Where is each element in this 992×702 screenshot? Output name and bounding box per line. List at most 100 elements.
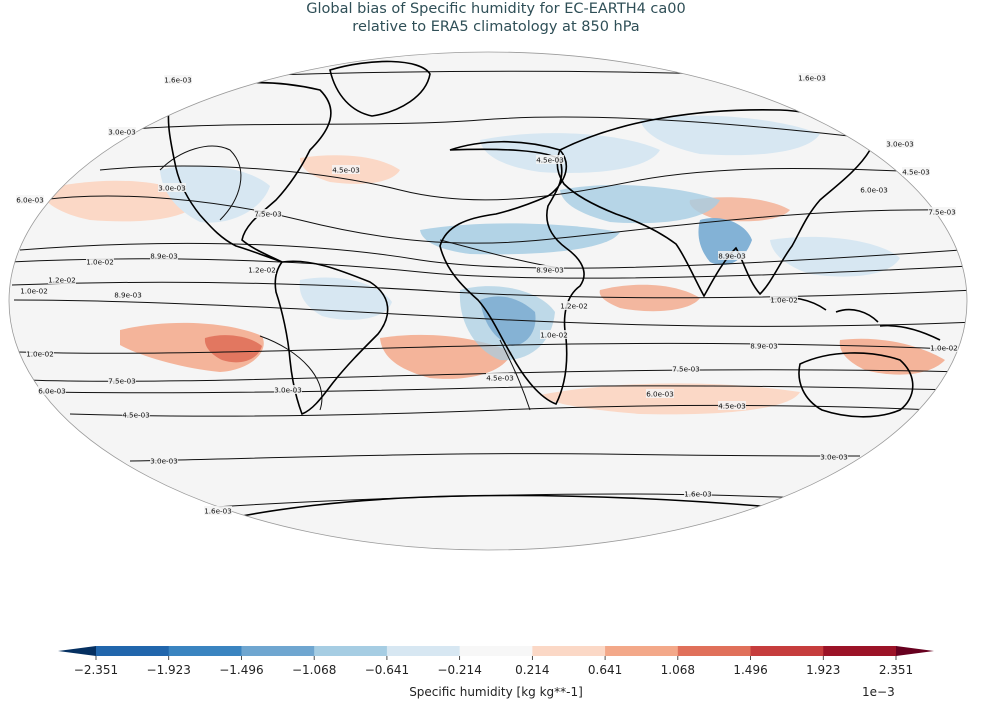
map-boundary <box>8 51 968 551</box>
contour-label: 8.9e-03 <box>114 291 142 300</box>
contour-label: 1.6e-03 <box>798 74 826 83</box>
colorbar-segment <box>168 646 242 656</box>
contour-line <box>69 405 936 417</box>
contour-label: 7.5e-03 <box>672 365 700 374</box>
contour-label-bg <box>646 389 674 398</box>
contour-label: 4.5e-03 <box>332 166 360 175</box>
bias-patch-africa-halo <box>459 286 555 361</box>
contour-label: 3.0e-03 <box>820 453 848 462</box>
contour-label-bg <box>798 73 826 82</box>
contour-label: 1.2e-02 <box>560 302 588 311</box>
contour-label-bg <box>254 209 282 218</box>
contour-label: 8.9e-03 <box>718 252 746 261</box>
colorbar-under-extend <box>58 646 96 656</box>
contour-line <box>119 116 901 143</box>
colorbar-tick-label: 2.351 <box>879 663 913 677</box>
contour-label-bg <box>108 127 136 136</box>
contour-label-bg <box>48 275 76 284</box>
colorbar-tick-label: 1.923 <box>806 663 840 677</box>
contour-line <box>13 299 967 327</box>
contour-label-bg <box>114 290 142 299</box>
contour-label-bg <box>248 265 276 274</box>
colorbar-segment <box>386 646 461 656</box>
contour-label: 4.5e-03 <box>122 411 150 420</box>
colorbar-segment <box>96 646 170 656</box>
contour-label: 8.9e-03 <box>536 266 564 275</box>
contour-label-bg <box>150 456 178 465</box>
colorbar-segment <box>532 646 606 656</box>
contour-label-bg <box>860 185 888 194</box>
contour-labels: 1.6e-03 1.6e-03 3.0e-03 3.0e-03 3.0e-03 4.5e-… <box>16 73 958 516</box>
colorbar-tick-label: −1.923 <box>147 663 191 677</box>
contour-label: 1.0e-02 <box>20 287 48 296</box>
colorbar-tick-label: −1.496 <box>219 663 263 677</box>
contour-label-bg <box>38 386 66 395</box>
contour-label-bg <box>150 251 178 260</box>
contour-label-bg <box>158 183 186 192</box>
contour-label-bg <box>902 167 930 176</box>
colorbar-segment <box>605 646 679 656</box>
contour-line <box>39 385 956 394</box>
contour-line <box>39 195 951 244</box>
contour-label: 1.0e-02 <box>26 350 54 359</box>
contour-label-bg <box>86 257 114 266</box>
contour-line <box>24 369 966 382</box>
contour-label-bg <box>886 139 914 148</box>
colorbar-tick-label: −2.351 <box>74 663 118 677</box>
title-line-2: relative to ERA5 climatology at 850 hPa <box>352 19 640 35</box>
contour-label-bg <box>718 401 746 410</box>
contour-label-bg <box>536 265 564 274</box>
contour-label-bg <box>770 295 798 304</box>
contour-label: 1.2e-02 <box>248 266 276 275</box>
contour-label-bg <box>820 452 848 461</box>
contour-label: 3.0e-03 <box>150 457 178 466</box>
contour-label: 6.0e-03 <box>646 390 674 399</box>
contour-label-bg <box>274 385 302 394</box>
contour-label-bg <box>108 376 136 385</box>
coast-greenland <box>329 60 431 117</box>
contour-label-bg <box>718 251 746 260</box>
coast-australia <box>798 352 914 418</box>
colorbar-tick-label: −0.641 <box>365 663 409 677</box>
contour-label-bg <box>204 506 232 515</box>
contour-label: 1.2e-02 <box>48 276 76 285</box>
contour-label-bg <box>672 364 700 373</box>
contour-label: 8.9e-03 <box>150 252 178 261</box>
contour-label: 1.6e-03 <box>164 76 192 85</box>
colorbar-segments <box>58 646 934 656</box>
colorbar-ticks: −2.351 −1.923 −1.496 −1.068 −0.641 −0.214 0.21… <box>74 656 913 677</box>
contour-label: 7.5e-03 <box>928 208 956 217</box>
contour-line <box>9 258 967 279</box>
humidity-contours <box>9 70 967 509</box>
contour-label: 3.0e-03 <box>108 128 136 137</box>
colorbar: −2.351 −1.923 −1.496 −1.068 −0.641 −0.214 0.21… <box>58 646 934 677</box>
contour-label: 1.0e-02 <box>930 344 958 353</box>
coast-south-america <box>274 260 389 416</box>
contour-label: 7.5e-03 <box>108 377 136 386</box>
contour-label: 3.0e-03 <box>274 386 302 395</box>
contour-label-bg <box>164 75 192 84</box>
contour-label: 7.5e-03 <box>254 210 282 219</box>
contour-label: 4.5e-03 <box>718 402 746 411</box>
contour-label: 1.6e-03 <box>684 490 712 499</box>
contour-label-bg <box>16 195 44 204</box>
contour-label-bg <box>20 286 48 295</box>
title-line-1: Global bias of Specific humidity for EC-… <box>306 1 686 17</box>
bias-patch-siberia <box>640 115 820 156</box>
coast-europe-africa <box>439 140 585 406</box>
contour-label-bg <box>122 410 150 419</box>
contour-line <box>19 242 961 269</box>
chart-title: Global bias of Specific humidity for EC-… <box>0 0 992 36</box>
contour-label: 6.0e-03 <box>16 196 44 205</box>
contour-label: 3.0e-03 <box>886 140 914 149</box>
colorbar-tick-label: −0.214 <box>437 663 481 677</box>
contour-line <box>99 165 931 201</box>
contour-label: 1.0e-02 <box>770 296 798 305</box>
contour-label: 1.0e-02 <box>540 331 568 340</box>
colorbar-tick-label: 0.214 <box>515 663 549 677</box>
contour-label-bg <box>486 373 514 382</box>
contour-label-bg <box>930 343 958 352</box>
contour-label-bg <box>928 207 956 216</box>
bias-patch-west-pacific <box>770 236 900 277</box>
colorbar-segment <box>459 646 533 656</box>
